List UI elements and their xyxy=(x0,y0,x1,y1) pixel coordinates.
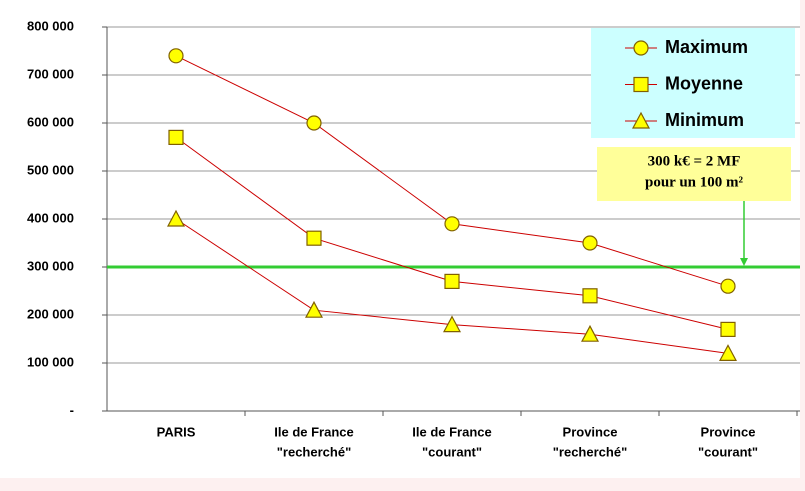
annotation-arrowhead xyxy=(740,258,748,266)
annotation-text: 300 k€ = 2 MF xyxy=(648,153,741,169)
data-point xyxy=(168,129,184,145)
y-tick-label: 200 000 xyxy=(27,306,74,321)
legend-label: Moyenne xyxy=(665,73,743,93)
y-tick-label: 400 000 xyxy=(27,210,74,225)
data-point xyxy=(443,315,461,333)
x-tick-label: "courant" xyxy=(698,444,758,459)
y-tick-label: 500 000 xyxy=(27,162,74,177)
legend-box xyxy=(591,28,795,138)
y-tick-label: 300 000 xyxy=(27,258,74,273)
x-tick-label: PARIS xyxy=(157,424,196,439)
y-tick-label: - xyxy=(70,402,74,417)
y-tick-label: 100 000 xyxy=(27,354,74,369)
annotation-box xyxy=(597,147,791,201)
legend-marker xyxy=(633,76,649,93)
data-point xyxy=(581,324,599,342)
data-point xyxy=(719,344,737,361)
x-tick-label: Province xyxy=(563,424,618,439)
y-tick-label: 800 000 xyxy=(27,18,74,33)
x-tick-label: Ile de France xyxy=(274,424,353,439)
data-point xyxy=(444,216,460,232)
data-point xyxy=(582,235,598,251)
x-tick-label: "recherché" xyxy=(277,444,351,459)
x-tick-label: "recherché" xyxy=(553,444,627,459)
x-tick-label: Province xyxy=(701,424,756,439)
legend-marker xyxy=(633,40,649,56)
data-point xyxy=(305,300,323,318)
data-point xyxy=(720,278,736,294)
legend-marker xyxy=(632,111,650,129)
y-tick-label: 700 000 xyxy=(27,66,74,81)
data-point xyxy=(444,273,460,289)
x-tick-label: Ile de France xyxy=(412,424,491,439)
legend-label: Minimum xyxy=(665,110,744,130)
legend-label: Maximum xyxy=(665,37,748,57)
data-point xyxy=(306,230,322,246)
data-point xyxy=(306,115,322,131)
x-tick-label: "courant" xyxy=(422,444,482,459)
data-point xyxy=(168,48,184,64)
data-point xyxy=(582,288,598,304)
annotation-text: pour un 100 m² xyxy=(645,174,744,190)
data-point xyxy=(720,321,736,337)
data-point xyxy=(167,209,185,227)
y-tick-label: 600 000 xyxy=(27,114,74,129)
